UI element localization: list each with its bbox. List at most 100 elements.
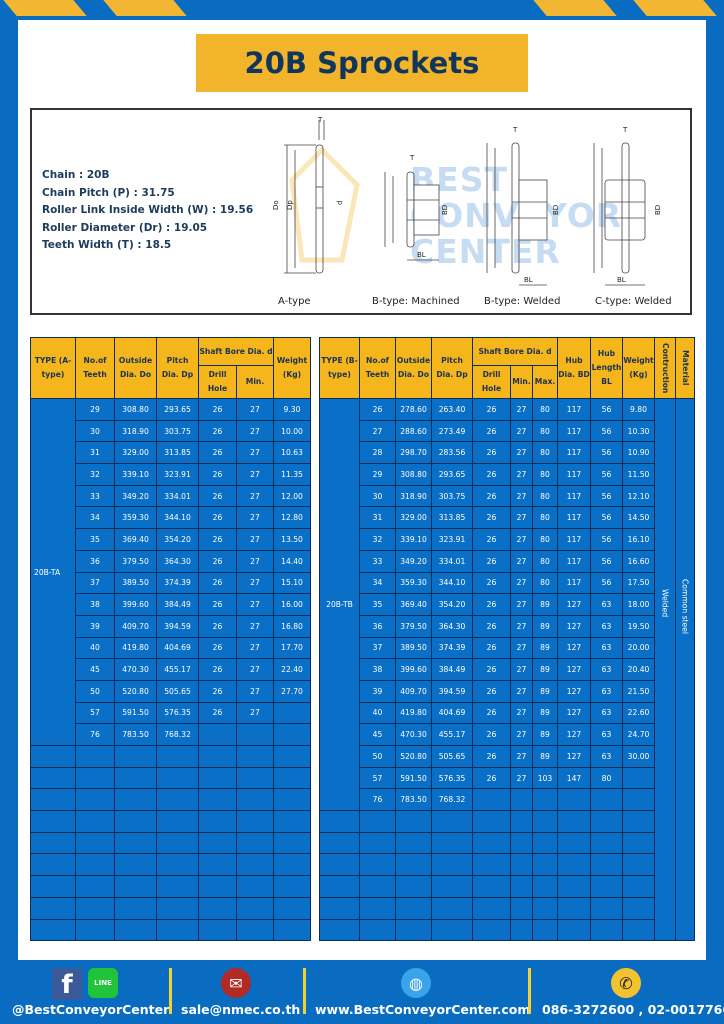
weight-cell bbox=[273, 723, 311, 746]
max-bore-cell: 80 bbox=[531, 398, 559, 421]
outside-dia-cell: 783.50 bbox=[395, 788, 432, 812]
max-bore-cell: 89 bbox=[531, 723, 559, 746]
weight-cell: 16.00 bbox=[273, 593, 311, 616]
social-handle[interactable]: @BestConveyorCenter bbox=[12, 1002, 170, 1017]
hub-dia-cell: 127 bbox=[557, 614, 592, 638]
drill-hole-cell: 26 bbox=[198, 506, 237, 530]
empty-cell bbox=[273, 875, 311, 898]
spec-link-width: Roller Link Inside Width (W) : 19.56 bbox=[42, 204, 254, 216]
hub-length-cell: 80 bbox=[590, 766, 624, 790]
table-row bbox=[319, 831, 695, 855]
teeth-cell: 33 bbox=[359, 549, 396, 573]
outside-dia-cell: 399.60 bbox=[114, 593, 157, 616]
table-row: 45 470.30 455.17 26 27 89 127 63 24.70 bbox=[320, 723, 695, 746]
b-type-welded-diagram: BL T BD bbox=[486, 126, 560, 286]
hub-length-cell: 63 bbox=[590, 745, 624, 768]
max-bore-cell: 80 bbox=[531, 463, 559, 486]
hub-length-cell: 56 bbox=[590, 463, 624, 486]
empty-cell bbox=[472, 896, 511, 920]
line-icon[interactable]: LINE bbox=[88, 968, 118, 998]
weight-cell bbox=[622, 766, 656, 790]
min-bore-cell: 27 bbox=[510, 658, 533, 681]
hub-length-cell: 56 bbox=[590, 419, 624, 443]
min-bore-cell: 27 bbox=[236, 398, 274, 421]
teeth-cell: 40 bbox=[75, 636, 115, 660]
min-bore-cell: 27 bbox=[510, 441, 533, 465]
empty-cell bbox=[75, 810, 115, 833]
pitch-dia-cell: 303.75 bbox=[156, 419, 199, 443]
email-link[interactable]: sale@nmec.co.th bbox=[181, 1002, 301, 1017]
max-bore-cell: 89 bbox=[531, 679, 559, 703]
empty-cell bbox=[156, 788, 199, 812]
outside-dia-cell: 339.10 bbox=[114, 463, 157, 486]
table-row bbox=[30, 766, 311, 790]
min-bore-cell: 27 bbox=[510, 701, 533, 725]
empty-cell bbox=[359, 875, 396, 898]
min-bore-cell: 27 bbox=[510, 614, 533, 638]
max-bore-cell: 80 bbox=[531, 571, 559, 595]
table-row bbox=[319, 896, 695, 920]
header-max: Max. bbox=[531, 365, 559, 399]
table-row: 40 419.80 404.69 26 27 89 127 63 22.60 bbox=[320, 701, 695, 725]
empty-cell bbox=[557, 918, 592, 942]
table-row bbox=[30, 896, 311, 920]
header-pitch-dia: Pitch Dia. Dp bbox=[156, 337, 199, 399]
teeth-cell: 34 bbox=[75, 506, 115, 530]
table-row: 31 329.00 313.85 26 27 80 117 56 14.50 bbox=[320, 506, 695, 530]
outside-dia-cell: 349.20 bbox=[114, 484, 157, 508]
website-link[interactable]: www.BestConveyorCenter.com bbox=[315, 1002, 531, 1017]
pitch-dia-cell: 505.65 bbox=[431, 745, 473, 768]
drill-hole-cell: 26 bbox=[472, 441, 511, 465]
drill-hole-cell: 26 bbox=[472, 701, 511, 725]
empty-cell bbox=[622, 896, 656, 920]
empty-cell bbox=[156, 853, 199, 877]
hub-length-cell: 63 bbox=[590, 723, 624, 746]
empty-cell bbox=[510, 853, 533, 877]
weight-cell: 12.80 bbox=[273, 506, 311, 530]
mail-icon[interactable]: ✉ bbox=[221, 968, 251, 998]
empty-cell bbox=[156, 831, 199, 855]
teeth-cell: 57 bbox=[359, 766, 396, 790]
table-row bbox=[319, 853, 695, 877]
drill-hole-cell: 26 bbox=[198, 679, 237, 703]
teeth-cell: 50 bbox=[75, 679, 115, 703]
hub-dia-cell: 117 bbox=[557, 549, 592, 573]
table-row bbox=[319, 810, 695, 833]
weight-cell: 12.00 bbox=[273, 484, 311, 508]
drill-hole-cell: 26 bbox=[198, 614, 237, 638]
table-row: 37 389.50 374.39 26 27 89 127 63 20.00 bbox=[320, 636, 695, 660]
teeth-cell: 34 bbox=[359, 571, 396, 595]
weight-cell: 30.00 bbox=[622, 745, 656, 768]
divider bbox=[169, 968, 172, 1014]
min-bore-cell bbox=[510, 788, 533, 812]
hub-dia-cell: 127 bbox=[557, 745, 592, 768]
hub-dia-cell: 127 bbox=[557, 593, 592, 616]
chain-specs: Chain : 20B Chain Pitch (P) : 31.75 Roll… bbox=[42, 167, 253, 255]
max-bore-cell: 80 bbox=[531, 549, 559, 573]
globe-icon[interactable]: ◍ bbox=[401, 968, 431, 998]
weight-cell: 21.50 bbox=[622, 679, 656, 703]
outside-dia-cell: 308.80 bbox=[395, 463, 432, 486]
weight-cell: 14.40 bbox=[273, 549, 311, 573]
drill-hole-cell: 26 bbox=[472, 723, 511, 746]
pitch-dia-cell: 768.32 bbox=[156, 723, 199, 746]
empty-cell bbox=[198, 853, 237, 877]
phone-icon[interactable]: ✆ bbox=[611, 968, 641, 998]
teeth-cell: 45 bbox=[359, 723, 396, 746]
empty-cell bbox=[198, 875, 237, 898]
drill-hole-cell: 26 bbox=[198, 701, 237, 725]
drill-hole-cell: 26 bbox=[472, 679, 511, 703]
facebook-icon[interactable]: f bbox=[52, 968, 82, 1000]
empty-cell bbox=[236, 918, 274, 942]
table-row: 57 591.50 576.35 26 27 bbox=[31, 701, 311, 725]
table-row bbox=[30, 918, 311, 942]
pitch-dia-cell: 455.17 bbox=[431, 723, 473, 746]
svg-text:BD: BD bbox=[441, 205, 449, 215]
hub-length-cell bbox=[590, 788, 624, 812]
phone-numbers[interactable]: 086-3272600 , 02-0017766 bbox=[542, 1002, 724, 1017]
drill-hole-cell: 26 bbox=[198, 571, 237, 595]
empty-cell bbox=[30, 745, 76, 768]
table-row: 32 339.10 323.91 26 27 80 117 56 16.10 bbox=[320, 528, 695, 551]
drill-hole-cell: 26 bbox=[198, 484, 237, 508]
svg-text:BL: BL bbox=[524, 276, 533, 284]
